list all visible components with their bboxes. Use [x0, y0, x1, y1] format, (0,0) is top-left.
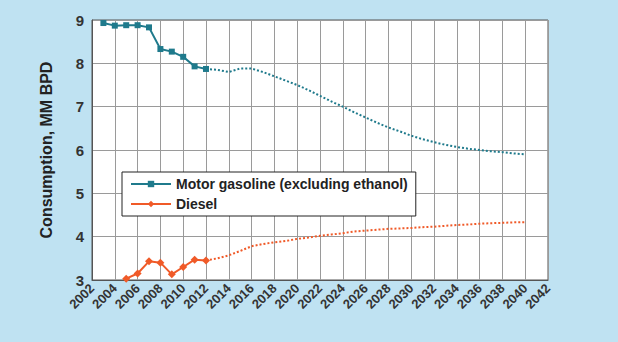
svg-text:2018: 2018 — [248, 280, 280, 312]
svg-text:5: 5 — [76, 185, 84, 202]
svg-text:2020: 2020 — [271, 280, 303, 312]
svg-text:2028: 2028 — [362, 280, 394, 312]
svg-text:Consumption, MM BPD: Consumption, MM BPD — [38, 62, 55, 239]
svg-text:2024: 2024 — [317, 280, 349, 312]
svg-text:2040: 2040 — [499, 280, 531, 312]
svg-text:2022: 2022 — [294, 280, 326, 312]
svg-text:8: 8 — [76, 55, 84, 72]
svg-text:2030: 2030 — [385, 280, 417, 312]
svg-text:2016: 2016 — [225, 280, 257, 312]
svg-text:2032: 2032 — [408, 280, 440, 312]
svg-text:3: 3 — [75, 271, 84, 289]
svg-text:2010: 2010 — [157, 280, 189, 312]
svg-text:2006: 2006 — [111, 280, 143, 312]
svg-text:2008: 2008 — [134, 280, 166, 312]
svg-text:2014: 2014 — [203, 280, 235, 312]
svg-text:2036: 2036 — [453, 280, 485, 312]
svg-text:2012: 2012 — [180, 280, 212, 312]
svg-text:7: 7 — [76, 98, 84, 115]
svg-text:2034: 2034 — [431, 280, 463, 312]
svg-text:Motor gasoline (excluding etha: Motor gasoline (excluding ethanol) — [176, 176, 408, 192]
svg-text:6: 6 — [76, 142, 84, 159]
svg-text:9: 9 — [76, 12, 84, 29]
svg-text:4: 4 — [76, 228, 85, 245]
svg-text:2026: 2026 — [339, 280, 371, 312]
svg-text:2002: 2002 — [66, 280, 98, 312]
svg-text:2038: 2038 — [476, 280, 508, 312]
svg-text:2004: 2004 — [89, 280, 121, 312]
svg-text:Diesel: Diesel — [176, 196, 217, 212]
svg-text:2042: 2042 — [522, 281, 553, 312]
